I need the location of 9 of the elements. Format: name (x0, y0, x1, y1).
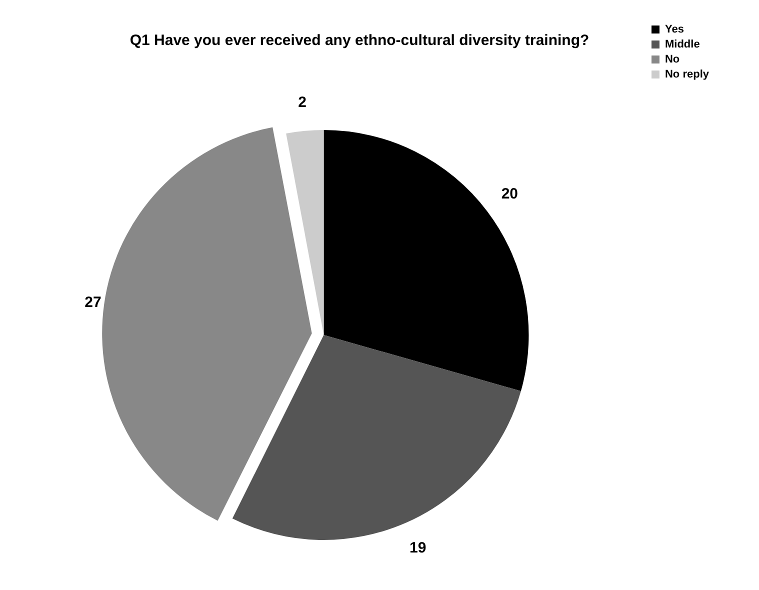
legend-label: Middle (664, 38, 700, 51)
data-label: 2 (298, 94, 306, 112)
data-label: 27 (84, 294, 102, 311)
legend-label: No reply (664, 68, 710, 81)
text: Q1 Have you ever received any ethno-cultural diversity training? (130, 32, 590, 50)
legend-label: Yes (664, 24, 684, 36)
data-label: 19 (410, 539, 426, 556)
data-label: 20 (501, 186, 518, 203)
legend-label: No (664, 54, 680, 66)
